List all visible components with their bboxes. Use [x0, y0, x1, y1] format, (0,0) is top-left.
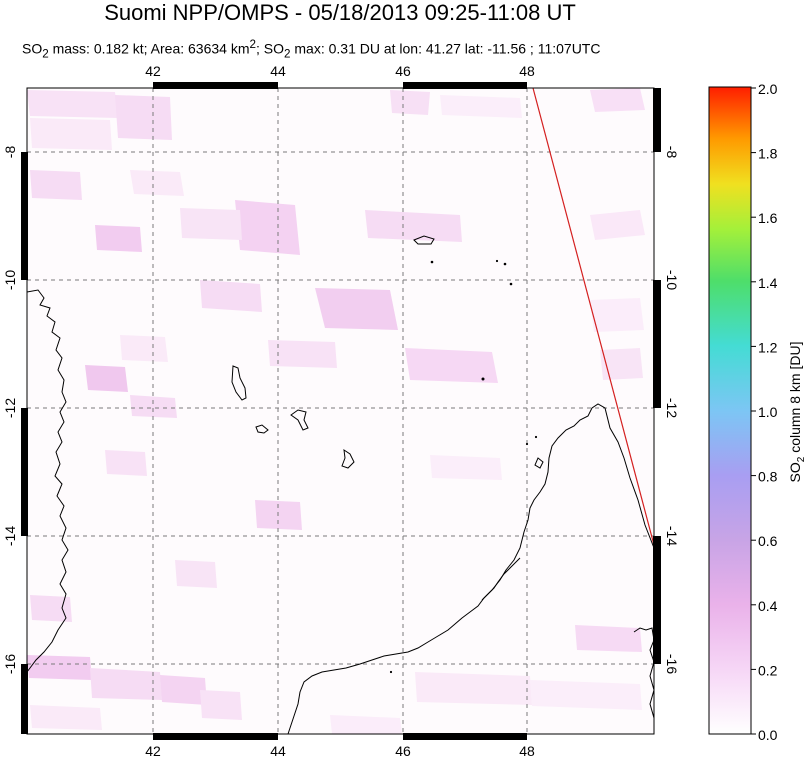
colorbar-tick-label: 0.8 — [758, 469, 778, 485]
lat-tick-labels-right: -8 -10 -12 -14 -16 — [664, 146, 680, 675]
area-superscript: 2 — [249, 38, 256, 51]
madagascar-east-coast — [633, 627, 654, 719]
lon-tick-label: 46 — [395, 63, 411, 79]
colorbar — [708, 86, 752, 735]
lon-tick-label: 48 — [519, 743, 535, 759]
moheli — [255, 424, 269, 434]
so2-label-mass: SO — [22, 40, 43, 57]
lon-tick-labels-bottom: 42 44 46 48 — [145, 743, 535, 759]
coastlines — [27, 235, 654, 734]
colorbar-tick-label: 0.6 — [758, 533, 778, 549]
map-title: Suomi NPP/OMPS - 05/18/2013 09:25-11:08 … — [104, 0, 576, 25]
lon-tick-labels-top: 42 44 46 48 — [145, 63, 535, 79]
colorbar-tick-label: 1.2 — [758, 339, 778, 355]
nosy-be — [534, 457, 544, 469]
lon-tick-label: 42 — [145, 63, 161, 79]
lat-tick-label: -8 — [664, 146, 680, 159]
so2-pixels — [27, 88, 645, 734]
lon-tick-label: 42 — [145, 743, 161, 759]
so2-label-max: ; SO — [255, 40, 284, 57]
small-islets — [389, 259, 538, 674]
so2-subscript-max: 2 — [284, 47, 291, 61]
lat-tick-label: -8 — [2, 146, 18, 159]
lat-tick-label: -12 — [2, 398, 18, 418]
colorbar-tick-label: 1.4 — [758, 275, 778, 291]
swath-edge-line — [532, 87, 655, 546]
lat-tick-label: -10 — [664, 270, 680, 290]
glorioso — [413, 235, 435, 245]
colorbar-tick-label: 0.0 — [758, 727, 778, 743]
lon-tick-label: 44 — [270, 743, 286, 759]
colorbar-tick-label: 1.6 — [758, 210, 778, 226]
mozambique-coast — [27, 289, 69, 673]
mitsio-coast — [481, 557, 521, 601]
colorbar-tick-label: 0.2 — [758, 662, 778, 678]
lon-tick-label: 48 — [519, 63, 535, 79]
colorbar-tick-label: 2.0 — [758, 81, 778, 97]
lat-tick-label: -14 — [2, 526, 18, 546]
map-background — [26, 87, 655, 735]
lat-tick-label: -14 — [664, 526, 680, 546]
lat-tick-label: -12 — [664, 398, 680, 418]
grande-comore — [231, 365, 247, 401]
lat-tick-labels-left: -8 -10 -12 -14 -16 — [2, 146, 18, 675]
map-frame-ticks — [21, 82, 661, 740]
colorbar-tick-label: 0.4 — [758, 598, 778, 614]
colorbar-tick-label: 1.0 — [758, 404, 778, 420]
colorbar-ticks — [751, 87, 756, 735]
graticule — [27, 88, 654, 734]
colorbar-label: SO2 column 8 km [DU] — [787, 342, 807, 483]
subtitle: SO2 mass: 0.182 kt; Area: 63634 km2; SO2… — [22, 36, 600, 63]
max-location-text: max: 0.31 DU at lon: 41.27 lat: -11.56 ;… — [290, 40, 601, 57]
mayotte — [341, 448, 355, 469]
lon-tick-label: 44 — [270, 63, 286, 79]
lat-tick-label: -16 — [2, 654, 18, 674]
colorbar-tick-label: 1.8 — [758, 146, 778, 162]
madagascar-coast — [287, 403, 654, 734]
lat-tick-label: -16 — [664, 654, 680, 674]
colorbar-tick-labels: 2.0 1.8 1.6 1.4 1.2 1.0 0.8 0.6 0.4 0.2 … — [758, 81, 778, 743]
mass-area-text: mass: 0.182 kt; Area: 63634 km — [48, 40, 250, 57]
anjouan — [290, 409, 309, 431]
lon-tick-label: 46 — [395, 743, 411, 759]
lat-tick-label: -10 — [2, 270, 18, 290]
so2-subscript: 2 — [42, 47, 49, 61]
